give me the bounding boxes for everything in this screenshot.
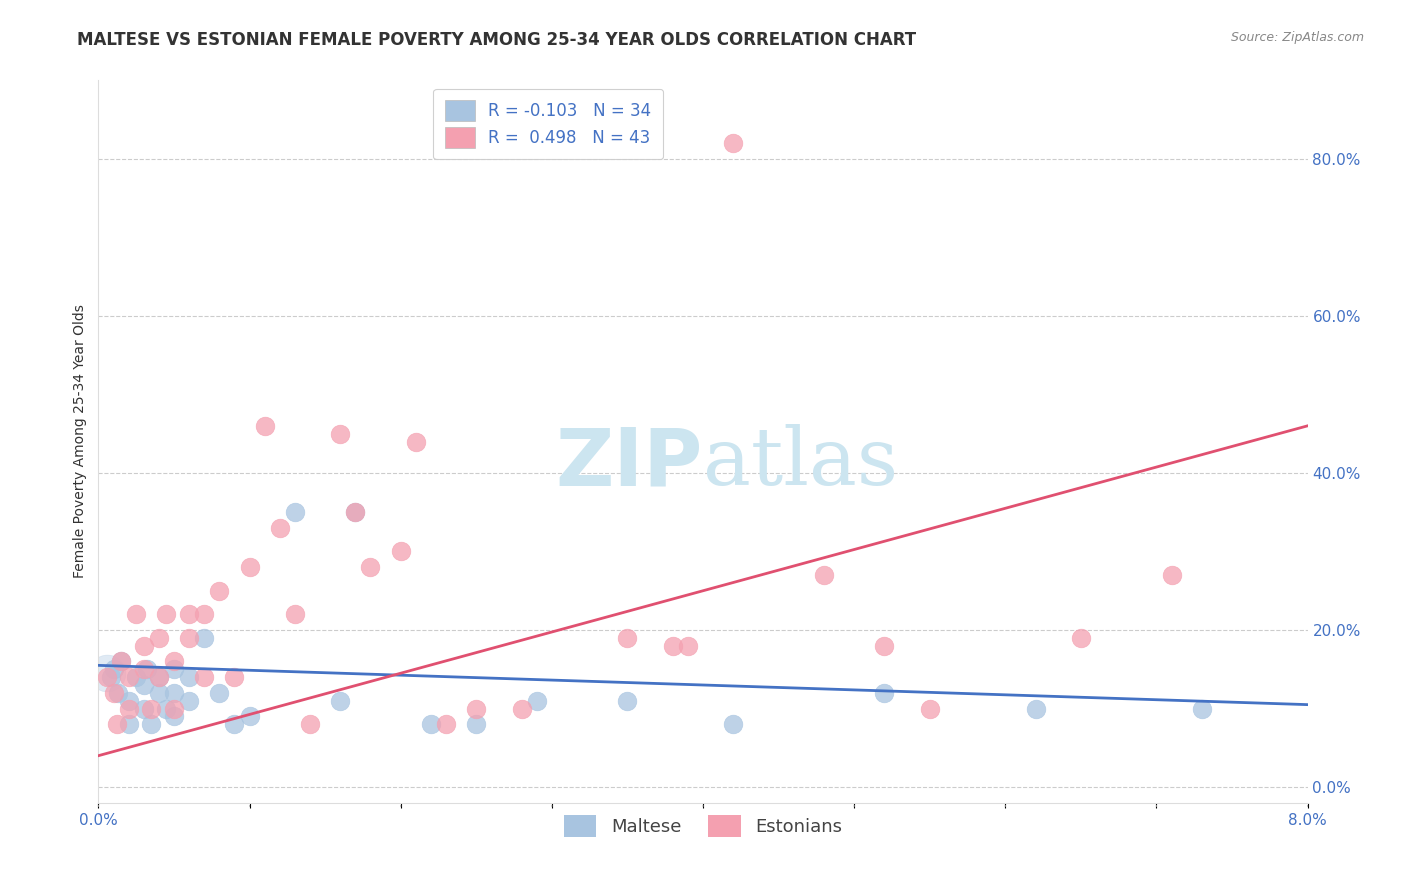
Point <box>465 717 488 731</box>
Point <box>141 701 163 715</box>
Point <box>193 631 215 645</box>
Point <box>100 670 122 684</box>
Point <box>208 583 231 598</box>
Point <box>510 701 533 715</box>
Point <box>224 717 246 731</box>
Point <box>148 670 170 684</box>
Point <box>813 568 835 582</box>
Point <box>179 631 201 645</box>
Point <box>179 694 201 708</box>
Point <box>132 662 155 676</box>
Point <box>873 686 896 700</box>
Y-axis label: Female Poverty Among 25-34 Year Olds: Female Poverty Among 25-34 Year Olds <box>73 304 87 579</box>
Point <box>1025 701 1047 715</box>
Point <box>110 655 132 669</box>
Point <box>1160 568 1182 582</box>
Point <box>155 607 177 622</box>
Point <box>163 701 186 715</box>
Point <box>284 505 307 519</box>
Point <box>329 426 352 441</box>
Point <box>125 670 148 684</box>
Point <box>163 662 186 676</box>
Point <box>125 607 148 622</box>
Point <box>148 631 170 645</box>
Point <box>465 701 488 715</box>
Point <box>132 678 155 692</box>
Point <box>118 694 141 708</box>
Point <box>96 666 118 681</box>
Point <box>616 631 638 645</box>
Point <box>253 418 276 433</box>
Point <box>208 686 231 700</box>
Point <box>723 717 745 731</box>
Point <box>105 717 128 731</box>
Point <box>344 505 367 519</box>
Point <box>344 505 367 519</box>
Point <box>661 639 683 653</box>
Point <box>269 521 291 535</box>
Point <box>526 694 548 708</box>
Point <box>179 670 201 684</box>
Point <box>118 701 141 715</box>
Text: atlas: atlas <box>703 425 898 502</box>
Point <box>1191 701 1213 715</box>
Point <box>103 662 125 676</box>
Point <box>96 670 118 684</box>
Point <box>163 709 186 723</box>
Point <box>193 670 215 684</box>
Point <box>148 686 170 700</box>
Point <box>918 701 941 715</box>
Point <box>284 607 307 622</box>
Point <box>873 639 896 653</box>
Point <box>148 670 170 684</box>
Text: ZIP: ZIP <box>555 425 703 502</box>
Point <box>329 694 352 708</box>
Point <box>616 694 638 708</box>
Point <box>299 717 322 731</box>
Point <box>193 607 215 622</box>
Point <box>163 686 186 700</box>
Point <box>107 686 129 700</box>
Point <box>434 717 457 731</box>
Point <box>141 717 163 731</box>
Point <box>179 607 201 622</box>
Point <box>224 670 246 684</box>
Point <box>110 655 132 669</box>
Text: Source: ZipAtlas.com: Source: ZipAtlas.com <box>1230 31 1364 45</box>
Point <box>155 701 177 715</box>
Text: MALTESE VS ESTONIAN FEMALE POVERTY AMONG 25-34 YEAR OLDS CORRELATION CHART: MALTESE VS ESTONIAN FEMALE POVERTY AMONG… <box>77 31 917 49</box>
Point <box>118 670 141 684</box>
Point <box>103 686 125 700</box>
Point <box>389 544 412 558</box>
Point <box>132 639 155 653</box>
Point <box>360 560 382 574</box>
Point <box>1070 631 1092 645</box>
Point <box>132 701 155 715</box>
Point <box>163 655 186 669</box>
Legend: Maltese, Estonians: Maltese, Estonians <box>557 808 849 845</box>
Point <box>239 560 262 574</box>
Point <box>405 434 427 449</box>
Point <box>676 639 699 653</box>
Point <box>118 717 141 731</box>
Point <box>135 662 157 676</box>
Point <box>239 709 262 723</box>
Point <box>723 136 745 150</box>
Point <box>420 717 443 731</box>
